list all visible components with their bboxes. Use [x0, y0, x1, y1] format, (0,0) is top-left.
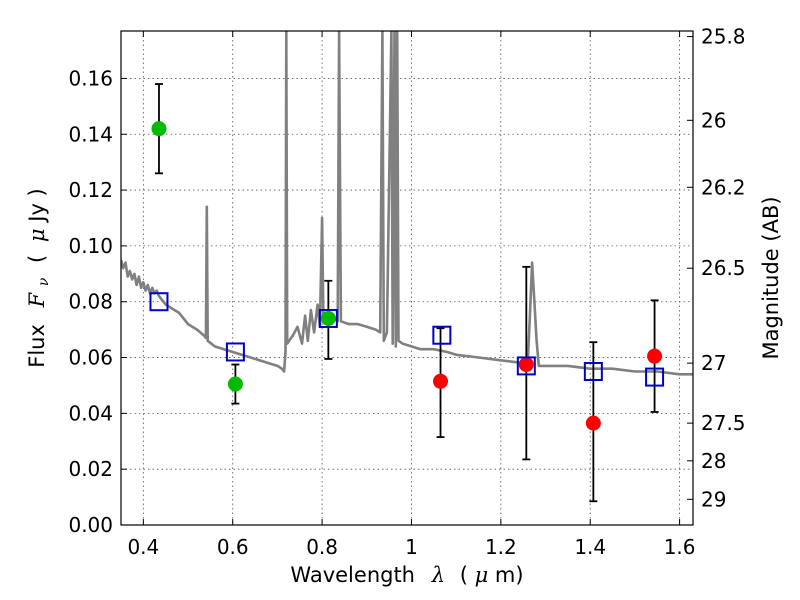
red-data-point	[647, 348, 663, 364]
y-label-unit-open: (	[25, 255, 49, 263]
y-label-unit-mu: μ	[25, 228, 49, 242]
y2-tick-label: 27	[701, 351, 726, 375]
red-data-point	[518, 357, 534, 373]
x-label-unit-rest: m)	[495, 563, 524, 587]
y2-tick-label: 25.8	[701, 25, 746, 49]
y-tick-label: 0.00	[68, 513, 113, 537]
y2-tick-label: 26	[701, 108, 726, 132]
model-photometry-square	[645, 367, 665, 387]
y-axis-label: Flux F ν ( μ Jy )	[25, 188, 53, 368]
x-label-unit-mu: μ	[475, 563, 489, 587]
y-label-subscript: ν	[36, 277, 52, 286]
y2-axis-label: Magnitude (AB)	[759, 196, 783, 359]
x-label-prefix: Wavelength	[290, 563, 415, 587]
x-tick-label: 0.6	[217, 535, 249, 559]
y-tick-label: 0.10	[68, 234, 113, 258]
model-photometry-square	[516, 356, 536, 376]
y2-tick-label: 28	[701, 449, 726, 473]
y-tick-label: 0.12	[68, 178, 113, 202]
y2-tick-label: 26.2	[701, 175, 746, 199]
marker-layer	[149, 121, 665, 431]
model-spectrum-layer	[121, 31, 693, 376]
x-tick-label: 0.8	[306, 535, 338, 559]
x-label-unit-open: (	[460, 563, 468, 587]
y-label-symbol: F	[25, 291, 49, 308]
x-tick-label: 1.4	[574, 535, 606, 559]
green-data-point	[320, 310, 336, 326]
model-photometry-square	[149, 292, 169, 312]
y-label-unit-rest: Jy )	[25, 188, 49, 224]
model-photometry-square	[318, 308, 338, 328]
x-tick-label: 1.6	[664, 535, 696, 559]
y-tick-label: 0.02	[68, 457, 113, 481]
y-tick-label: 0.16	[68, 66, 113, 90]
plot-frame	[120, 30, 694, 526]
x-tick-label: 1.2	[485, 535, 517, 559]
red-data-point	[585, 415, 601, 431]
y2-tick-label: 26.5	[701, 256, 746, 280]
plot-area	[121, 31, 693, 525]
y-tick-label: 0.04	[68, 401, 113, 425]
x-label-symbol: λ	[431, 563, 445, 587]
tick-layer: 0.4 0.6 0.8 1 1.2 1.4 1.6 0.00 0.02 0.04 0.06 0.08 0…	[68, 25, 745, 559]
red-data-point	[433, 373, 449, 389]
x-tick-label: 0.4	[127, 535, 159, 559]
y-label-prefix: Flux	[25, 324, 49, 368]
model-photometry-square	[583, 361, 603, 381]
green-data-point	[227, 376, 243, 392]
x-axis-label: Wavelength λ ( μ m)	[290, 563, 523, 587]
model-spectrum-line	[121, 31, 693, 376]
y2-tick-label: 29	[701, 487, 726, 511]
y-tick-label: 0.06	[68, 346, 113, 370]
model-photometry-square	[225, 342, 245, 362]
y2-tick-label: 27.5	[701, 411, 746, 435]
y-tick-label: 0.08	[68, 290, 113, 314]
x-tick-label: 1	[405, 535, 418, 559]
model-photometry-square	[432, 325, 452, 345]
green-data-point	[151, 121, 167, 137]
y-tick-label: 0.14	[68, 122, 113, 146]
